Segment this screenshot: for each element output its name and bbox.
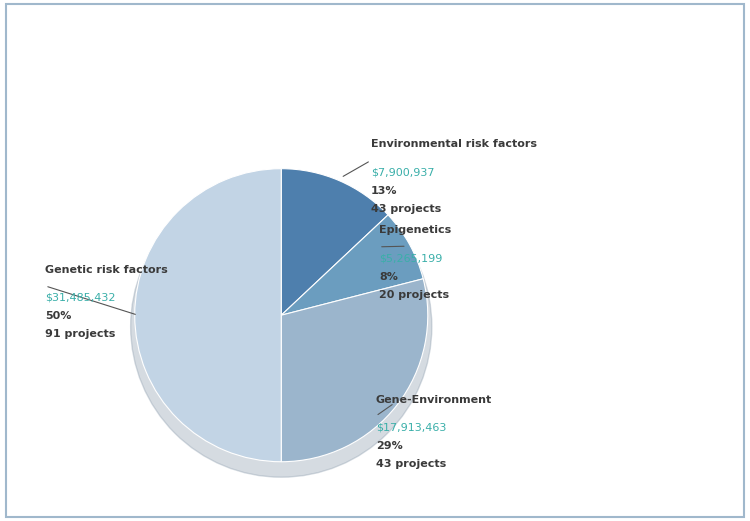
Text: 13%: 13% xyxy=(370,185,398,195)
Text: QUESTION 3: RISK FACTORS: QUESTION 3: RISK FACTORS xyxy=(266,57,484,71)
Wedge shape xyxy=(135,169,281,462)
Text: 20 projects: 20 projects xyxy=(379,290,449,300)
Text: 43 projects: 43 projects xyxy=(370,204,441,214)
Text: $17,913,463: $17,913,463 xyxy=(376,423,446,433)
Text: $31,485,432: $31,485,432 xyxy=(45,293,116,303)
Text: Epigenetics: Epigenetics xyxy=(379,226,452,235)
Wedge shape xyxy=(281,169,388,315)
Wedge shape xyxy=(281,215,423,315)
Text: Genetic risk factors: Genetic risk factors xyxy=(45,265,168,275)
Wedge shape xyxy=(281,279,428,462)
Text: $7,900,937: $7,900,937 xyxy=(370,167,434,177)
Text: $5,265,199: $5,265,199 xyxy=(379,254,442,264)
Text: 29%: 29% xyxy=(376,441,403,451)
Text: 8%: 8% xyxy=(379,272,398,282)
Text: Funding by Subcategory: Funding by Subcategory xyxy=(284,84,466,96)
Text: Environmental risk factors: Environmental risk factors xyxy=(370,139,537,149)
Text: 43 projects: 43 projects xyxy=(376,460,446,469)
Text: 91 projects: 91 projects xyxy=(45,329,116,339)
Ellipse shape xyxy=(130,176,432,477)
Text: 2015: 2015 xyxy=(346,27,404,47)
Text: Gene-Environment: Gene-Environment xyxy=(376,395,492,405)
Text: 50%: 50% xyxy=(45,311,71,321)
